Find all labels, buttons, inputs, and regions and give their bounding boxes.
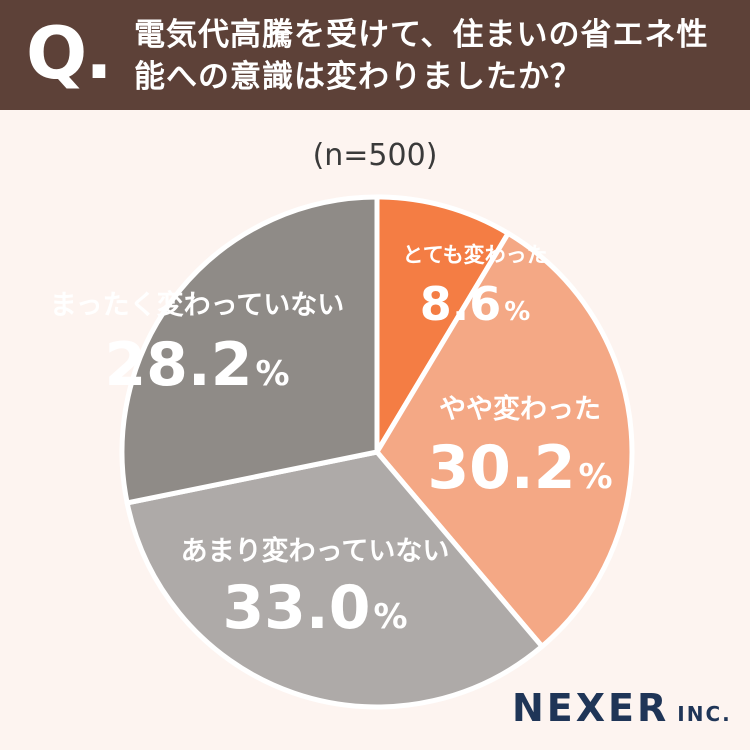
slice-category-label: やや変わった [439,393,601,425]
slice-value-label: 28.2% [104,330,289,400]
slice-value-label: 8.6% [420,277,531,331]
slice-category-label: あまり変わっていない [181,535,450,567]
q-mark: Q. [26,11,113,95]
slice-value-label: 30.2% [427,433,612,503]
slice-category-label: まったく変わっていない [50,289,345,321]
slice-value-label: 33.0% [222,573,407,643]
pie-slice [374,194,511,455]
logo-suffix: INC. [677,702,732,726]
pie-slice [124,449,545,710]
logo-name: NEXER [512,686,670,730]
pie-slice [119,194,380,506]
question-text: 電気代高騰を受けて、住まいの省エネ性能への意識は変わりましたか？ [134,17,709,95]
nexer-logo: NEXER INC. [512,686,732,730]
question-header: Q. 電気代高騰を受けて、住まいの省エネ性能への意識は変わりましたか？ [0,0,750,110]
slice-category-label: とても変わった [402,243,547,267]
pie-slice [374,230,635,649]
sample-size-label: (n=500) [312,138,438,173]
